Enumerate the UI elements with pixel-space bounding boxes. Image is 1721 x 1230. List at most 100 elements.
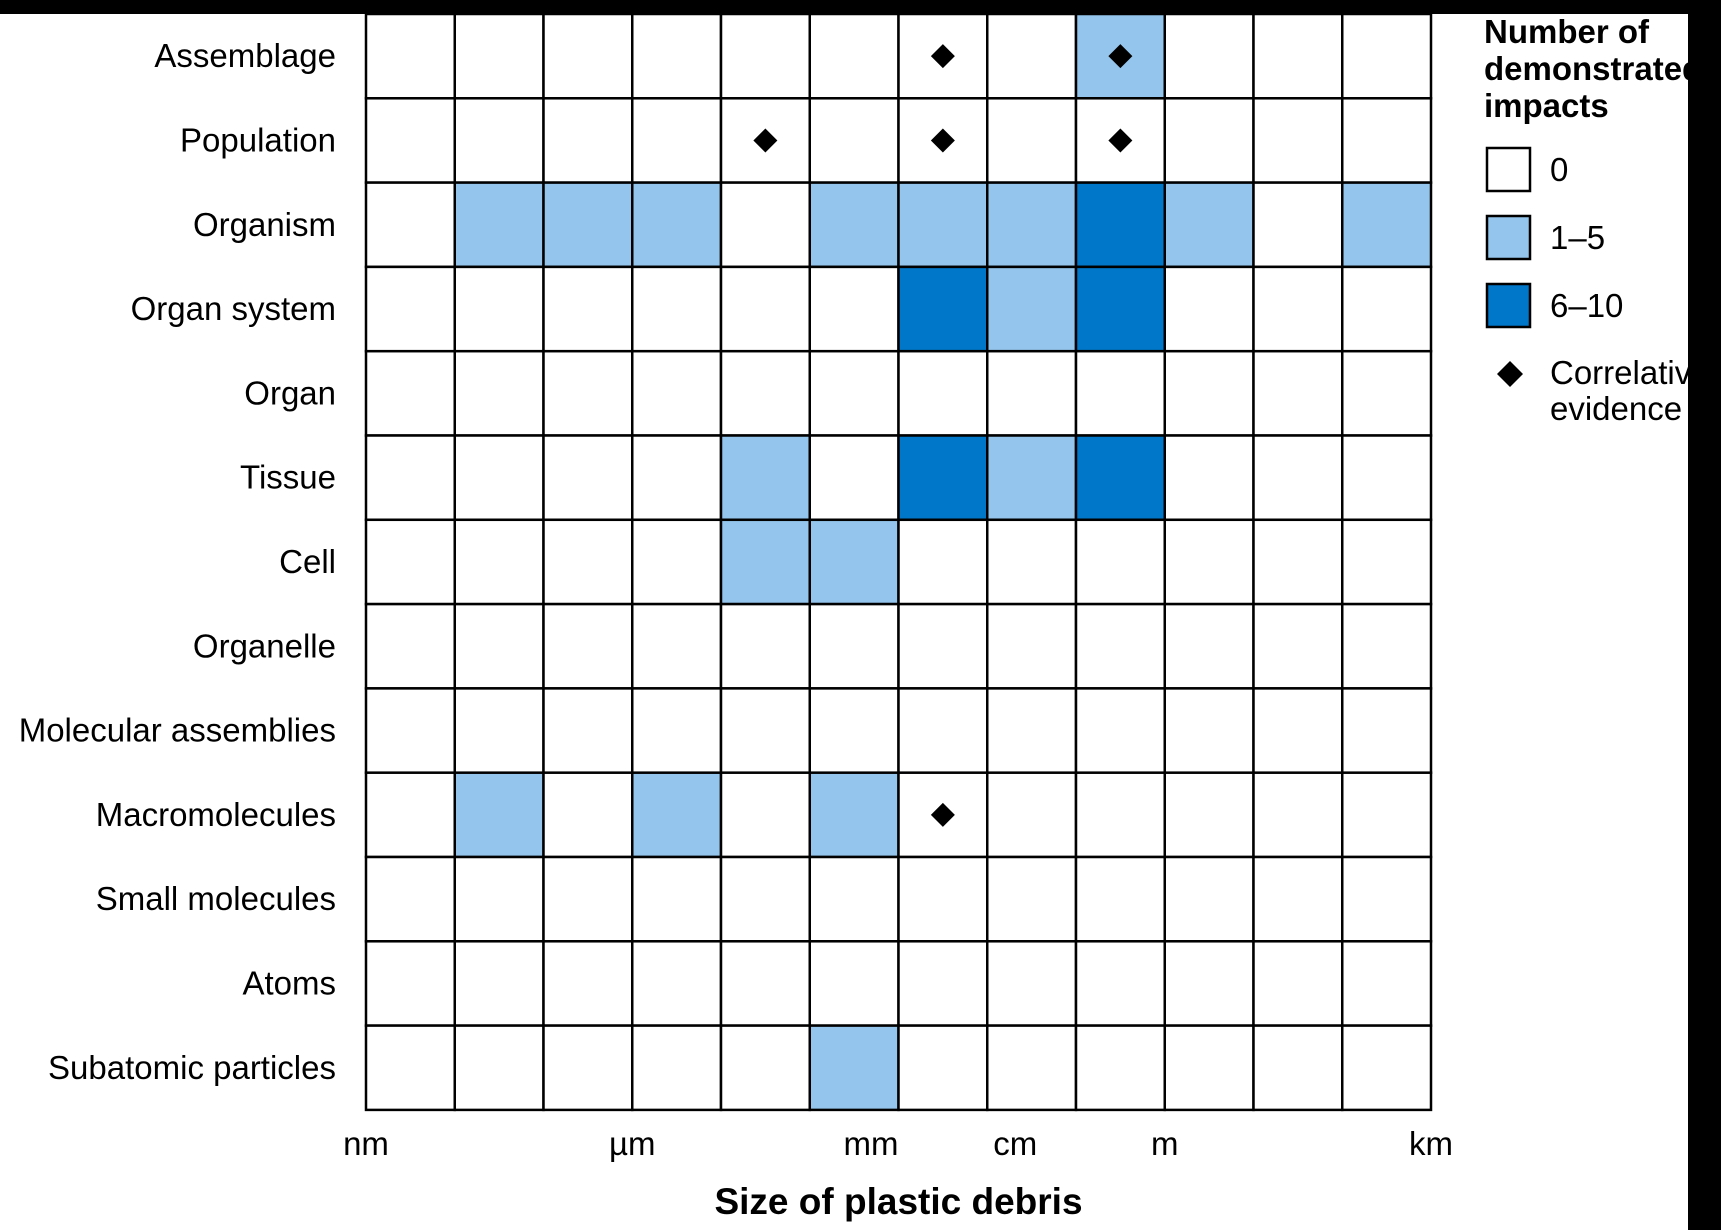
heatmap-cell-r2-c8	[1074, 181, 1166, 269]
heatmap-cell-r1-c10	[1252, 97, 1344, 184]
row-label-tissue: Tissue	[240, 459, 336, 496]
heatmap-cell-r7-c1	[453, 602, 545, 690]
heatmap-cell-r10-c6	[897, 855, 989, 943]
row-label-small-molecules: Small molecules	[96, 880, 336, 917]
heatmap-cell-r6-c11	[1341, 518, 1433, 606]
heatmap-cell-r5-c5	[808, 434, 900, 522]
heatmap-cell-r0-c10	[1252, 14, 1344, 100]
correlative-evidence-marker-3	[930, 128, 955, 153]
legend-diamond-label-line-1: evidence	[1550, 390, 1682, 427]
heatmap-cell-r5-c6	[897, 434, 989, 522]
heatmap-cell-r8-c4	[719, 687, 811, 774]
heatmap-cell-r8-c8	[1074, 687, 1166, 774]
heatmap-cell-r11-c5	[808, 940, 900, 1027]
heatmap-cell-r6-c0	[364, 518, 456, 606]
heatmap-cell-r8-c9	[1163, 687, 1255, 774]
heatmap-cell-r7-c2	[542, 602, 634, 690]
heatmap-cell-r6-c10	[1252, 518, 1344, 606]
heatmap-cell-r9-c4	[719, 771, 811, 859]
heatmap-cell-r3-c6	[897, 265, 989, 353]
heatmap-cell-r3-c0	[364, 265, 456, 353]
heatmap-cell-r6-c2	[542, 518, 634, 606]
heatmap-cell-r8-c7	[986, 687, 1078, 774]
heatmap-cell-r0-c5	[808, 14, 900, 100]
heatmap-cell-r9-c1	[453, 771, 545, 859]
heatmap-cell-r3-c9	[1163, 265, 1255, 353]
heatmap-cell-r11-c4	[719, 940, 811, 1027]
correlative-evidence-marker-2	[753, 128, 778, 153]
x-tick-label-nm: nm	[343, 1125, 389, 1162]
legend-swatch-2	[1485, 282, 1532, 329]
heatmap-cell-r7-c4	[719, 602, 811, 690]
heatmap-cell-r3-c8	[1074, 265, 1166, 353]
heatmap-cell-r12-c8	[1074, 1024, 1166, 1112]
heatmap-chart: Assemblage Population Organism Organ system…	[19, 14, 1688, 1222]
heatmap-cell-r5-c9	[1163, 434, 1255, 522]
legend-swatch-1	[1485, 214, 1532, 261]
heatmap-cell-r8-c0	[364, 687, 456, 774]
legend-swatch-0	[1485, 146, 1532, 193]
heatmap-cell-r12-c3	[631, 1024, 723, 1112]
heatmap-cell-r4-c2	[542, 349, 634, 437]
heatmap-cell-r10-c2	[542, 855, 634, 943]
heatmap-cell-r11-c0	[364, 940, 456, 1027]
heatmap-cell-r5-c3	[631, 434, 723, 522]
heatmap-cell-r0-c2	[542, 14, 634, 100]
legend-label-0: 0	[1550, 151, 1568, 188]
heatmap-cell-r0-c9	[1163, 14, 1255, 100]
heatmap-cell-r4-c5	[808, 349, 900, 437]
heatmap-cell-r5-c7	[986, 434, 1078, 522]
heatmap-cell-r11-c11	[1341, 940, 1433, 1027]
heatmap-cell-r8-c6	[897, 687, 989, 774]
heatmap-cell-r10-c5	[808, 855, 900, 943]
heatmap-cell-r9-c2	[542, 771, 634, 859]
heatmap-cell-r0-c0	[364, 14, 456, 100]
row-label-molecular-assemblies: Molecular assemblies	[19, 712, 336, 749]
row-label-population: Population	[180, 121, 336, 158]
heatmap-cell-r12-c0	[364, 1024, 456, 1112]
heatmap-cell-r9-c3	[631, 771, 723, 859]
heatmap-cell-r1-c3	[631, 97, 723, 184]
heatmap-cell-r11-c10	[1252, 940, 1344, 1027]
x-tick-label-mm: mm	[844, 1125, 899, 1162]
heatmap-cell-r4-c3	[631, 349, 723, 437]
heatmap-cell-r4-c10	[1252, 349, 1344, 437]
correlative-evidence-marker-5	[930, 802, 955, 827]
correlative-evidence-marker-0	[930, 44, 955, 69]
row-label-organism: Organism	[193, 206, 336, 243]
legend-title-line-1: demonstrated	[1484, 50, 1688, 87]
heatmap-cell-r3-c10	[1252, 265, 1344, 353]
heatmap-cell-r12-c6	[897, 1024, 989, 1112]
heatmap-cell-r8-c11	[1341, 687, 1433, 774]
heatmap-cell-r5-c8	[1074, 434, 1166, 522]
correlative-evidence-marker-4	[1108, 128, 1133, 153]
heatmap-cell-r4-c0	[364, 349, 456, 437]
row-label-macromolecules: Macromolecules	[96, 796, 336, 833]
heatmap-cell-r12-c11	[1341, 1024, 1433, 1112]
heatmap-cell-r2-c9	[1163, 181, 1255, 269]
heatmap-cell-r5-c10	[1252, 434, 1344, 522]
row-label-assemblage: Assemblage	[154, 37, 336, 74]
heatmap-cell-r5-c1	[453, 434, 545, 522]
heatmap-cell-r9-c5	[808, 771, 900, 859]
heatmap-cell-r10-c3	[631, 855, 723, 943]
heatmap-cell-r7-c9	[1163, 602, 1255, 690]
heatmap-cell-r12-c10	[1252, 1024, 1344, 1112]
row-label-organ: Organ	[244, 374, 336, 411]
heatmap-cell-r5-c4	[719, 434, 811, 522]
heatmap-cell-r4-c4	[719, 349, 811, 437]
heatmap-cell-r7-c11	[1341, 602, 1433, 690]
heatmap-cell-r0-c4	[719, 14, 811, 100]
heatmap-cell-r9-c8	[1074, 771, 1166, 859]
heatmap-cell-r7-c7	[986, 602, 1078, 690]
heatmap-cell-r4-c6	[897, 349, 989, 437]
row-label-subatomic-particles: Subatomic particles	[48, 1049, 336, 1086]
heatmap-cell-r6-c6	[897, 518, 989, 606]
heatmap-cell-r1-c5	[808, 97, 900, 184]
heatmap-cell-r1-c2	[542, 97, 634, 184]
heatmap-cell-r12-c7	[986, 1024, 1078, 1112]
heatmap-cell-r11-c9	[1163, 940, 1255, 1027]
heatmap-cell-r10-c10	[1252, 855, 1344, 943]
heatmap-cell-r12-c5	[808, 1024, 900, 1112]
heatmap-cell-r6-c5	[808, 518, 900, 606]
